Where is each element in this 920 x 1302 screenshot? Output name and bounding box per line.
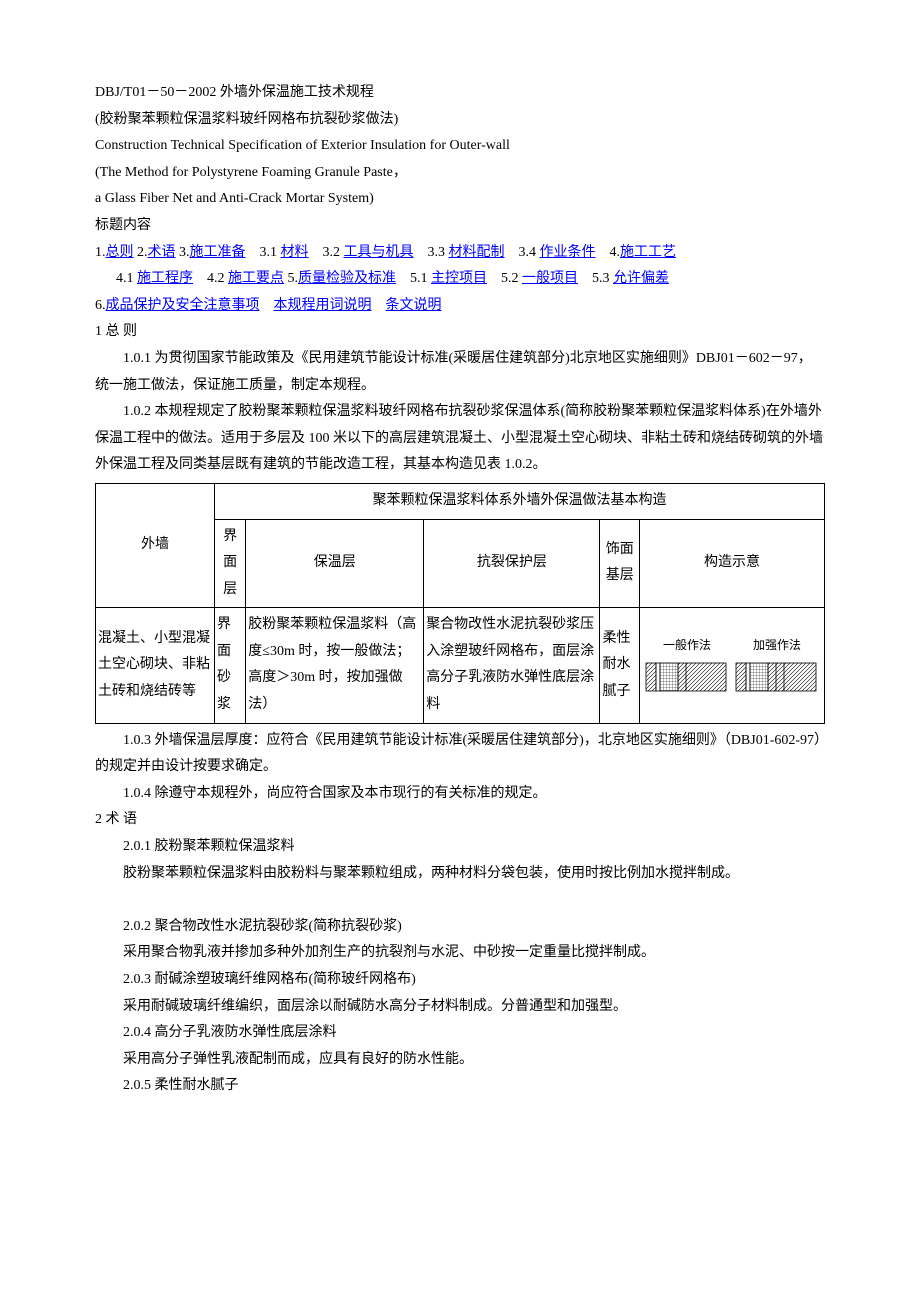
toc-line-3: 6.成品保护及安全注意事项 本规程用词说明 条文说明 [95,293,825,320]
toc-link-terms[interactable]: 术语 [148,245,176,260]
table-header-main: 聚苯颗粒保温浆料体系外墙外保温做法基本构造 [214,483,824,519]
toc-prefix: 3.2 [309,245,344,260]
section-1-heading: 1 总 则 [95,319,825,346]
col-crack-header: 抗裂保护层 [424,519,600,608]
col-diagram-header: 构造示意 [639,519,824,608]
doc-subtitle-en1: (The Method for Polystyrene Foaming Gran… [95,160,825,187]
toc-prefix: 5.2 [487,271,522,286]
section-1-p4: 1.0.4 除遵守本规程外，尚应符合国家及本市现行的有关标准的规定。 [95,781,825,808]
col-insulation-header: 保温层 [246,519,424,608]
section-1-p3: 1.0.3 外墙保温层厚度：应符合《民用建筑节能设计标准(采暖居住建筑部分)，北… [95,728,825,781]
toc-prefix: 3.1 [246,245,281,260]
toc-prefix: 3.4 [505,245,540,260]
section-1-p2: 1.0.2 本规程规定了胶粉聚苯颗粒保温浆料玻纤网格布抗裂砂浆保温体系(简称胶粉… [95,399,825,479]
toc-label: 标题内容 [95,213,825,240]
toc-link-materials[interactable]: 材料 [281,245,309,260]
cell-interface: 界面砂浆 [214,608,245,723]
toc-prefix: 1. [95,245,106,260]
table-row: 外墙 聚苯颗粒保温浆料体系外墙外保温做法基本构造 [96,483,825,519]
toc-prefix: 5. [284,271,298,286]
col-interface-header: 界面层 [214,519,245,608]
toc-prefix: 2. [134,245,148,260]
term-2-0-2-title: 2.0.2 聚合物改性水泥抗裂砂浆(简称抗裂砂浆) [95,914,825,941]
diagram-icon-2 [732,657,822,697]
toc-prefix: 3. [176,245,190,260]
toc-line-2: 4.1 施工程序 4.2 施工要点 5.质量检验及标准 5.1 主控项目 5.2… [95,266,825,293]
toc-link-prep[interactable]: 施工准备 [190,245,246,260]
diagram-label-2: 加强作法 [732,634,822,657]
cell-diagram: 一般作法 [639,608,824,723]
toc-link-general-items[interactable]: 一般项目 [522,271,578,286]
toc-prefix: 4. [596,245,621,260]
doc-title-en: Construction Technical Specification of … [95,133,825,160]
toc-link-tools[interactable]: 工具与机具 [344,245,414,260]
cell-finish: 柔性耐水腻子 [600,608,639,723]
term-2-0-3-desc: 采用耐碱玻璃纤维编织，面层涂以耐碱防水高分子材料制成。分普通型和加强型。 [95,994,825,1021]
toc-link-conditions[interactable]: 作业条件 [540,245,596,260]
col-finish-header: 饰面基层 [600,519,639,608]
toc-link-keypoints[interactable]: 施工要点 [228,271,284,286]
cell-wall: 混凝土、小型混凝土空心砌块、非粘土砖和烧结砖等 [96,608,215,723]
toc-link-process[interactable]: 施工工艺 [620,245,676,260]
doc-subtitle-en2: a Glass Fiber Net and Anti-Crack Mortar … [95,186,825,213]
diagram-label-1: 一般作法 [642,634,732,657]
term-2-0-4-desc: 采用高分子弹性乳液配制而成，应具有良好的防水性能。 [95,1047,825,1074]
table-row: 混凝土、小型混凝土空心砌块、非粘土砖和烧结砖等 界面砂浆 胶粉聚苯颗粒保温浆料（… [96,608,825,723]
doc-code: DBJ/T01－50－2002 外墙外保温施工技术规程 [95,80,825,107]
toc-link-wording[interactable]: 本规程用词说明 [274,298,372,313]
section-1-p1: 1.0.1 为贯彻国家节能政策及《民用建筑节能设计标准(采暖居住建筑部分)北京地… [95,346,825,399]
doc-subtitle-cn: (胶粉聚苯颗粒保温浆料玻纤网格布抗裂砂浆做法) [95,107,825,134]
col-wall-header: 外墙 [96,483,215,607]
toc-prefix [372,298,386,313]
toc-prefix: 6. [95,298,106,313]
cell-insulation: 胶粉聚苯颗粒保温浆料（高度≤30m 时，按一般做法；高度＞30m 时，按加强做法… [246,608,424,723]
term-2-0-4-title: 2.0.4 高分子乳液防水弹性底层涂料 [95,1020,825,1047]
structure-table: 外墙 聚苯颗粒保温浆料体系外墙外保温做法基本构造 界面层 保温层 抗裂保护层 饰… [95,483,825,724]
section-2-heading: 2 术 语 [95,807,825,834]
toc-prefix: 4.1 [116,271,137,286]
toc-link-mix[interactable]: 材料配制 [449,245,505,260]
term-2-0-5-title: 2.0.5 柔性耐水腻子 [95,1073,825,1100]
toc-link-protection[interactable]: 成品保护及安全注意事项 [106,298,260,313]
term-2-0-1-title: 2.0.1 胶粉聚苯颗粒保温浆料 [95,834,825,861]
toc-link-procedure[interactable]: 施工程序 [137,271,193,286]
toc-prefix: 3.3 [414,245,449,260]
toc-link-quality[interactable]: 质量检验及标准 [298,271,396,286]
diagram-icon-1 [642,657,732,697]
toc-prefix: 5.1 [396,271,431,286]
toc-link-tolerance[interactable]: 允许偏差 [613,271,669,286]
term-2-0-2-desc: 采用聚合物乳液并掺加多种外加剂生产的抗裂剂与水泥、中砂按一定重量比搅拌制成。 [95,940,825,967]
toc-prefix [260,298,274,313]
toc-link-general[interactable]: 总则 [106,245,134,260]
cell-crack: 聚合物改性水泥抗裂砂浆压入涂塑玻纤网格布，面层涂高分子乳液防水弹性底层涂料 [424,608,600,723]
toc-prefix: 5.3 [578,271,613,286]
toc-link-main-items[interactable]: 主控项目 [431,271,487,286]
term-2-0-1-desc: 胶粉聚苯颗粒保温浆料由胶粉料与聚苯颗粒组成，两种材料分袋包装，使用时按比例加水搅… [95,861,825,888]
toc-line-1: 1.总则 2.术语 3.施工准备 3.1 材料 3.2 工具与机具 3.3 材料… [95,240,825,267]
toc-link-explanation[interactable]: 条文说明 [386,298,442,313]
toc-prefix: 4.2 [193,271,228,286]
term-2-0-3-title: 2.0.3 耐碱涂塑玻璃纤维网格布(简称玻纤网格布) [95,967,825,994]
